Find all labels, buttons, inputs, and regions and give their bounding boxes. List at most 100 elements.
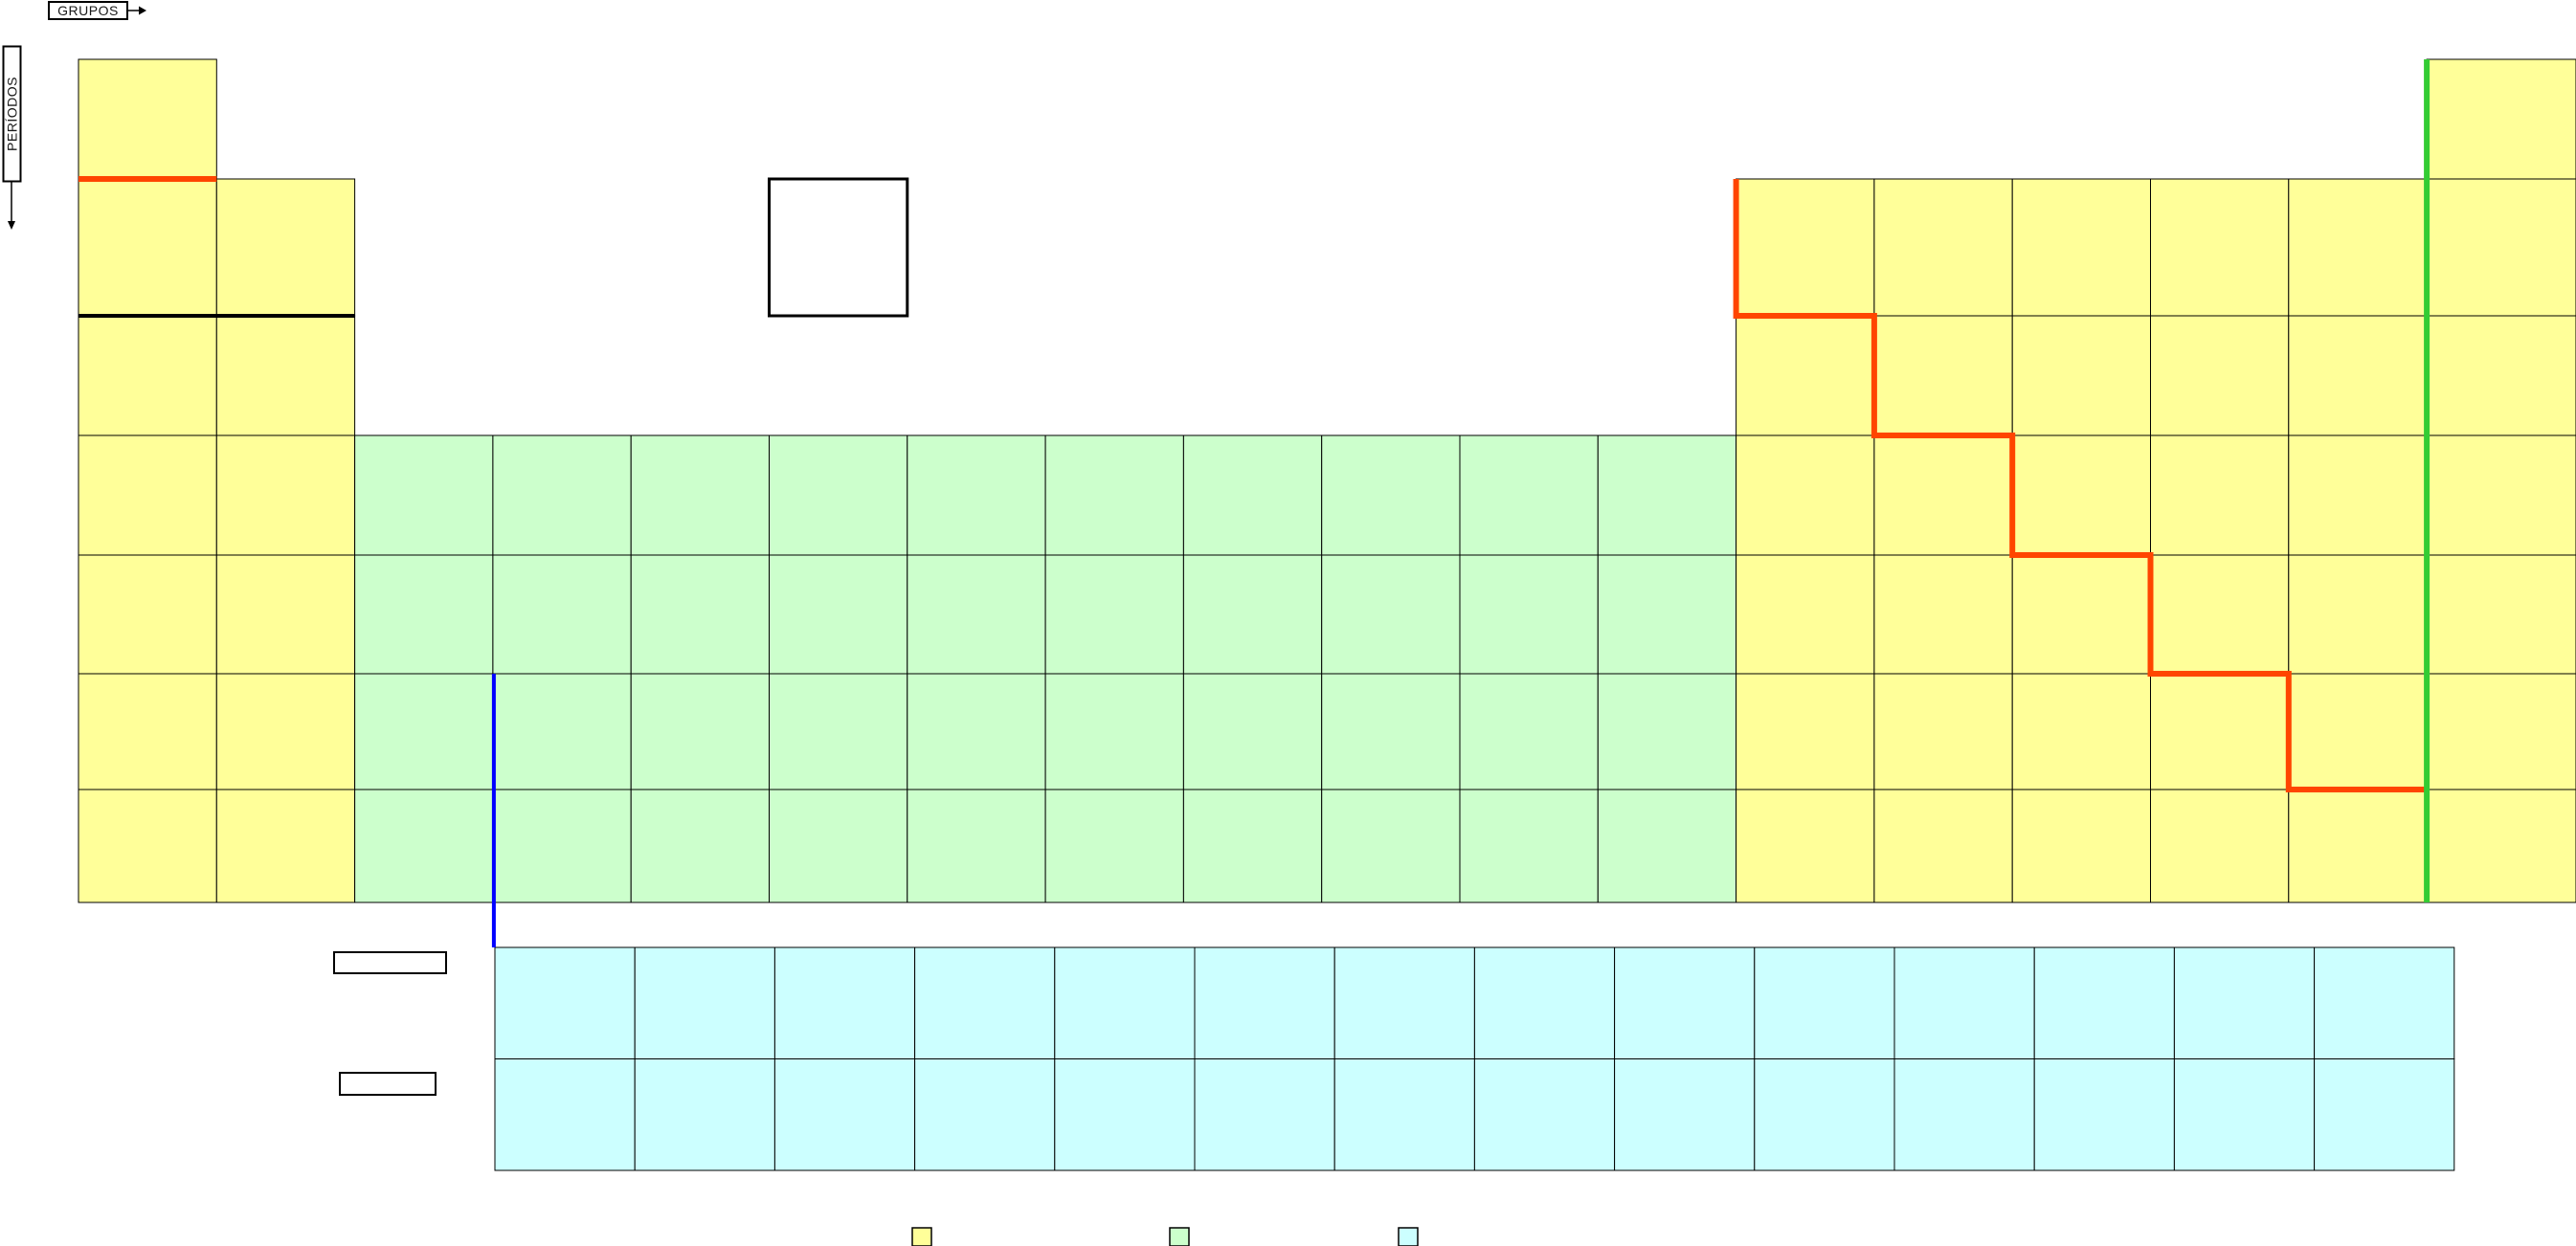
f-block-cell [1054,1058,1196,1171]
element-cell [492,789,632,903]
element-cell [2426,315,2576,436]
element-cell [1321,554,1461,675]
f-block-cell [1893,946,2035,1059]
f-block-cell [2314,1058,2455,1171]
element-cell [1597,673,1737,790]
f-block-cell [773,1058,916,1171]
element-cell [1736,178,1875,317]
element-cell [1459,434,1599,556]
f-block-cell [1473,1058,1616,1171]
element-cell [215,434,356,556]
element-cell [2011,554,2151,675]
element-cell [1182,554,1323,675]
f-block-cell [1614,946,1756,1059]
f-block-cell [1333,1058,1475,1171]
element-cell [630,554,771,675]
element-cell [1597,789,1737,903]
legend-swatch-inner-transition-elements [1398,1227,1419,1246]
element-cell [769,554,908,675]
element-cell [1044,434,1184,556]
element-cell [1873,178,2013,317]
element-cell [630,673,771,790]
element-cell [1873,789,2013,903]
element-cell [2011,789,2151,903]
f-block-cell [1054,946,1196,1059]
element-cell [492,434,632,556]
element-cell [2011,434,2151,556]
element-cell [215,673,356,790]
element-cell [2426,789,2576,903]
element-cell [2288,789,2428,903]
element-cell [2288,673,2428,790]
f-block-cell [2033,1058,2175,1171]
element-cell [215,315,356,436]
element-cell [1044,789,1184,903]
f-block-cell [1754,1058,1895,1171]
groups-arrow-icon [139,6,146,15]
element-cell [1182,434,1323,556]
element-cell [354,789,494,903]
element-cell [1459,789,1599,903]
legend-swatch-transition-elements [1169,1227,1190,1246]
element-cell [1459,673,1599,790]
f-block-cell [494,946,636,1059]
element-cell [1044,554,1184,675]
element-cell [907,789,1046,903]
element-cell [2150,673,2290,790]
f-block-cell [2173,946,2316,1059]
sample-element-box [768,177,909,318]
f-block-cell [1194,946,1335,1059]
element-cell [492,673,632,790]
element-cell [1459,554,1599,675]
f-block-cell [1333,946,1475,1059]
element-cell [2426,673,2576,790]
metal-nonmetal-staircase-line [1733,179,2428,792]
element-cell [1873,315,2013,436]
element-cell [1321,434,1461,556]
legend-swatch-representative-elements [911,1227,932,1246]
element-cell [1321,789,1461,903]
element-cell [1044,673,1184,790]
f-block-cell [494,1058,636,1171]
element-cell [2288,554,2428,675]
element-cell [1873,434,2013,556]
element-cell [2150,554,2290,675]
f-block-cell [2314,946,2455,1059]
element-cell [2150,789,2290,903]
element-cell [1736,789,1875,903]
element-cell [2426,554,2576,675]
element-cell [2150,178,2290,317]
element-cell [1321,673,1461,790]
element-cell [1597,434,1737,556]
element-cell [1182,789,1323,903]
element-cell [354,673,494,790]
element-cell [215,178,356,317]
element-cell [2011,315,2151,436]
element-cell [215,554,356,675]
element-cell [907,673,1046,790]
f-block-cell [2173,1058,2316,1171]
element-cell [354,554,494,675]
f-block-cell [1893,1058,2035,1171]
element-cell [78,673,217,790]
element-cell [2426,58,2576,180]
f-block-cell [773,946,916,1059]
element-cell [2426,178,2576,317]
element-cell [769,789,908,903]
element-cell [492,554,632,675]
element-cell [1873,554,2013,675]
element-cell [1736,673,1875,790]
element-cell [1736,554,1875,675]
element-cell [769,673,908,790]
element-cell [78,789,217,903]
f-block-cell [634,946,775,1059]
f-block-cell [1754,946,1895,1059]
element-cell [1736,315,1875,436]
periods-axis-label: PERÍODOS [2,45,22,183]
element-cell [907,554,1046,675]
element-cell [630,434,771,556]
element-cell [2426,434,2576,556]
element-cell [2011,178,2151,317]
